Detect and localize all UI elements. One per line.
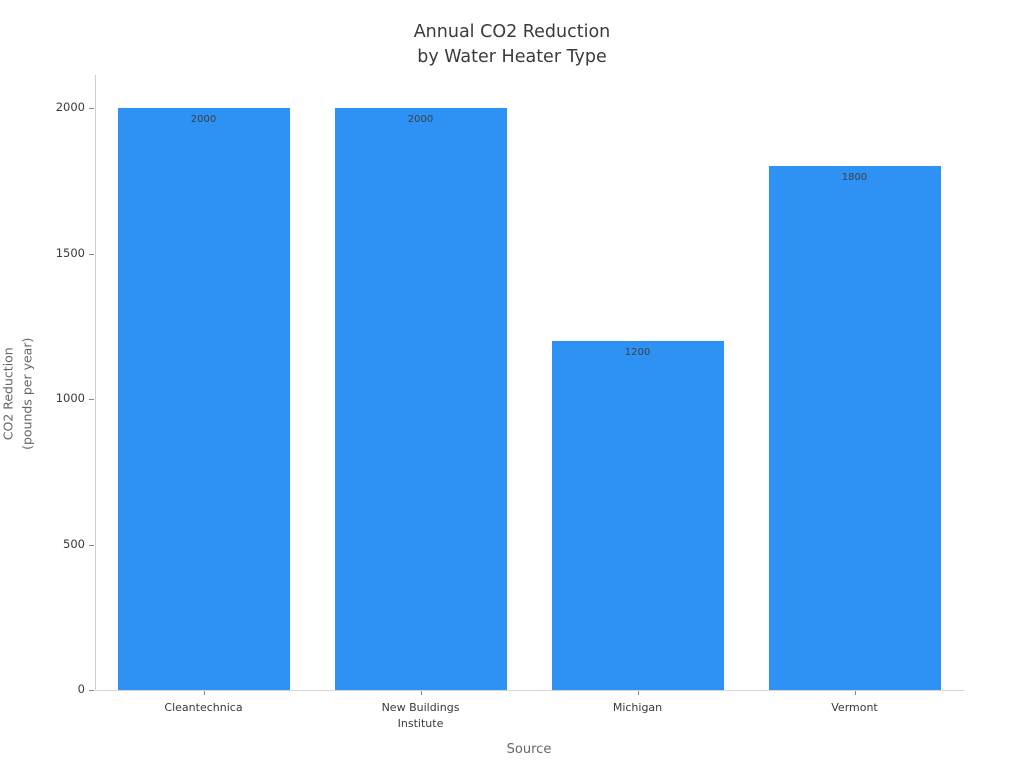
y-tick-mark xyxy=(89,108,94,109)
bar-value-label: 2000 xyxy=(407,114,434,125)
x-tick-mark xyxy=(420,691,422,695)
x-tick-label: Cleantechnica xyxy=(164,701,243,714)
x-tick-mark xyxy=(203,691,205,695)
bar-new-buildings xyxy=(334,108,507,690)
x-axis-title: Source xyxy=(506,742,552,757)
y-tick-mark xyxy=(89,544,94,546)
y-tick-mark xyxy=(89,253,94,255)
y-tick-mark xyxy=(89,399,94,400)
bar-michigan xyxy=(551,340,724,690)
y-tick-label: 0 xyxy=(77,682,85,696)
x-axis-spine xyxy=(95,690,964,691)
y-tick-mark xyxy=(89,690,94,691)
y-tick-label: 500 xyxy=(63,536,85,551)
chart-title: Annual CO2 Reduction by Water Heater Typ… xyxy=(413,22,611,68)
y-tick-label: 2000 xyxy=(55,100,85,114)
bar-cleantechnica xyxy=(117,108,290,690)
y-tick-label: 1000 xyxy=(55,391,85,405)
y-tick-label: 1500 xyxy=(55,245,85,260)
plot-area: 2000 2000 1200 1800 xyxy=(95,75,963,690)
x-tick-label: Michigan xyxy=(612,701,663,714)
bar-vermont xyxy=(768,166,941,690)
x-tick-mark xyxy=(637,691,639,695)
y-axis-spine xyxy=(95,75,96,690)
bar-value-label: 2000 xyxy=(190,114,217,125)
x-tick-label: Vermont xyxy=(831,701,878,714)
x-tick-label: New Buildings Institute xyxy=(381,701,460,730)
bar-value-label: 1200 xyxy=(624,346,651,358)
x-tick-mark xyxy=(854,691,856,695)
bar-value-label: 1800 xyxy=(841,172,868,184)
